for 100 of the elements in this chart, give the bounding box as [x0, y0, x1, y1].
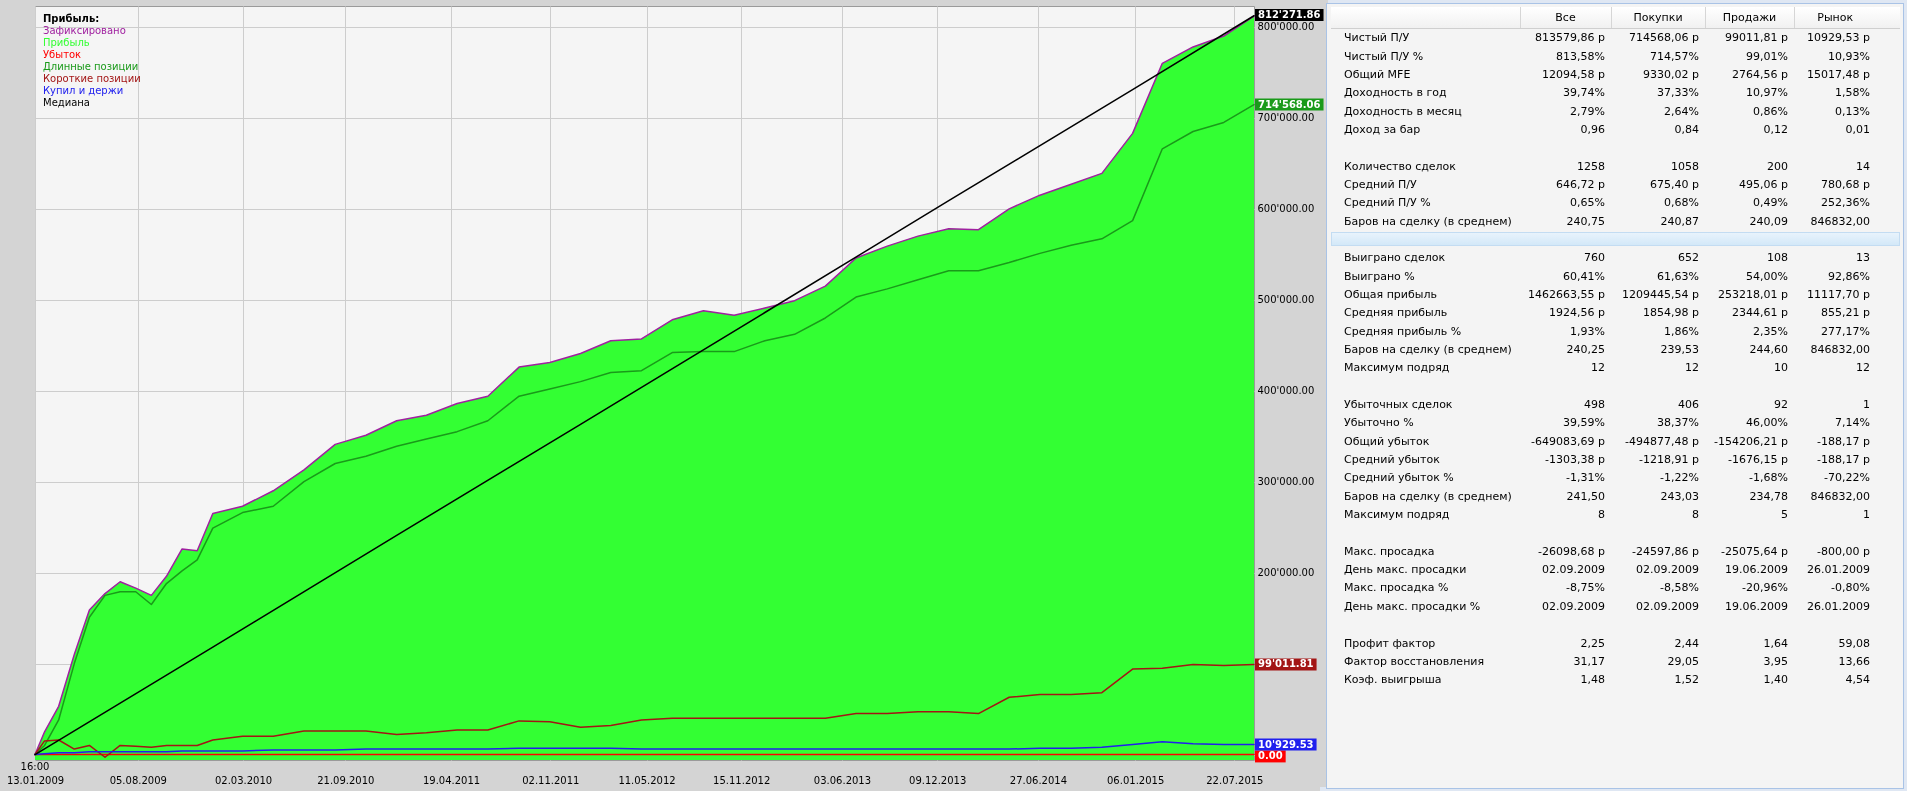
y-tick-label: 800'000.00 — [1257, 21, 1315, 33]
text: -8,58% — [1660, 581, 1699, 595]
category-label: Средний П/У % — [1344, 196, 1431, 210]
category-label: Выиграно сделок — [1344, 251, 1446, 265]
category-label: Убыточных сделок — [1344, 398, 1453, 412]
text: 39,74% — [1563, 86, 1605, 100]
text: -649083,69 р — [1531, 434, 1605, 448]
text: Убыток — [43, 49, 82, 60]
category-label: Баров на сделку (в среднем) — [1344, 214, 1512, 228]
text: -25075,64 р — [1721, 544, 1788, 558]
text: 4,54 — [1845, 673, 1870, 687]
category-label: Количество сделок — [1344, 159, 1456, 173]
data-label: 99'011.81 — [1258, 658, 1314, 670]
text: 10,93% — [1828, 49, 1870, 63]
text: 277,17% — [1821, 324, 1870, 338]
text: 1,86% — [1664, 324, 1699, 338]
text: 1,58% — [1835, 86, 1870, 100]
text: 2344,61 р — [1732, 306, 1788, 320]
text: 19.06.2009 — [1725, 599, 1788, 613]
text: 244,60 — [1749, 343, 1788, 357]
text: 1462663,55 р — [1528, 287, 1605, 301]
text: 855,21 р — [1821, 306, 1870, 320]
text: -1,22% — [1660, 471, 1699, 485]
text: -1676,15 р — [1728, 453, 1788, 467]
text: 29,05 — [1667, 654, 1699, 668]
text: 46,00% — [1746, 416, 1788, 430]
text: -188,17 р — [1817, 434, 1870, 448]
text: -188,17 р — [1817, 453, 1870, 467]
text: 10 — [1774, 361, 1788, 375]
text: 200 — [1767, 159, 1788, 173]
text: -0,80% — [1831, 581, 1870, 595]
x-tick-label: 02.03.2010 — [214, 774, 273, 786]
text: 2764,56 р — [1732, 67, 1788, 81]
text: 0,13% — [1835, 104, 1870, 118]
text: 10929,53 р — [1807, 31, 1870, 45]
y-tick-label: 300'000.00 — [1257, 476, 1315, 488]
text: 61,63% — [1657, 269, 1699, 283]
text: 652 — [1678, 251, 1699, 265]
text: 243,03 — [1660, 489, 1699, 503]
text: 54,00% — [1746, 269, 1788, 283]
text: 1854,98 р — [1643, 306, 1699, 320]
data-label: 812'271.86 — [1258, 9, 1321, 21]
text: 8 — [1598, 508, 1605, 522]
text: 7,14% — [1835, 416, 1870, 430]
text: 19.06.2009 — [1725, 563, 1788, 577]
category-label: Доходность в год — [1344, 86, 1447, 100]
category-label: День макс. просадки % — [1344, 599, 1481, 613]
y-tick-label: 600'000.00 — [1257, 203, 1315, 215]
text: 108 — [1767, 251, 1788, 265]
text: 714568,06 р — [1629, 31, 1699, 45]
category-label: Коэф. выигрыша — [1344, 673, 1442, 687]
text: 9330,02 р — [1643, 67, 1699, 81]
text: 2,64% — [1664, 104, 1699, 118]
text: 646,72 р — [1556, 177, 1605, 191]
text: 241,50 — [1566, 489, 1605, 503]
data-label: 10'929.53 — [1258, 738, 1314, 750]
text: 495,06 р — [1739, 177, 1788, 191]
category-label: Общий MFE — [1344, 67, 1411, 81]
text: 234,78 — [1749, 489, 1788, 503]
text: 1,52 — [1674, 673, 1699, 687]
text: 12 — [1591, 361, 1605, 375]
text: -1303,38 р — [1545, 453, 1605, 467]
text: 2,35% — [1753, 324, 1788, 338]
text: Купил и держи — [43, 85, 124, 96]
text: 37,33% — [1657, 86, 1699, 100]
category-label: Все — [1520, 7, 1611, 29]
text: 498 — [1584, 398, 1605, 412]
data-label: 714'568.06 — [1258, 98, 1321, 110]
text: -1218,91 р — [1639, 453, 1699, 467]
text: 12 — [1856, 361, 1870, 375]
text: 0,65% — [1570, 196, 1605, 210]
category-label: Баров на сделку (в среднем) — [1344, 489, 1512, 503]
y-tick-label: 200'000.00 — [1257, 567, 1315, 579]
x-tick-label: 06.01.2015 — [1106, 774, 1165, 786]
category-label: Общий убыток — [1344, 434, 1430, 448]
text: 1,64 — [1763, 636, 1788, 650]
x-tick-label: 21.09.2010 — [317, 774, 375, 786]
text: 0,84 — [1674, 122, 1699, 136]
category-label: Средний убыток % — [1344, 471, 1454, 485]
x-tick-label: 27.06.2014 — [1009, 774, 1068, 786]
text: 12094,58 р — [1542, 67, 1605, 81]
text: 12 — [1685, 361, 1699, 375]
text: 02.09.2009 — [1636, 563, 1699, 577]
text: 780,68 р — [1821, 177, 1870, 191]
text: 39,59% — [1563, 416, 1605, 430]
text: 02.09.2009 — [1542, 599, 1605, 613]
x-tick-label: 02.11.2011 — [522, 774, 580, 786]
text: 92 — [1774, 398, 1788, 412]
text: 1058 — [1671, 159, 1699, 173]
category-label: Фактор восстановления — [1344, 654, 1485, 668]
x-tick-label: 11.05.2012 — [618, 774, 676, 786]
text: 92,86% — [1828, 269, 1870, 283]
text: 240,75 — [1566, 214, 1605, 228]
text: 1,93% — [1570, 324, 1605, 338]
text: 760 — [1584, 251, 1605, 265]
text: 38,37% — [1657, 416, 1699, 430]
text: 846832,00 — [1810, 343, 1870, 357]
category-label: Профит фактор — [1344, 636, 1436, 650]
category-label: Средняя прибыль % — [1344, 324, 1462, 338]
category-label: Средний убыток — [1344, 453, 1440, 467]
